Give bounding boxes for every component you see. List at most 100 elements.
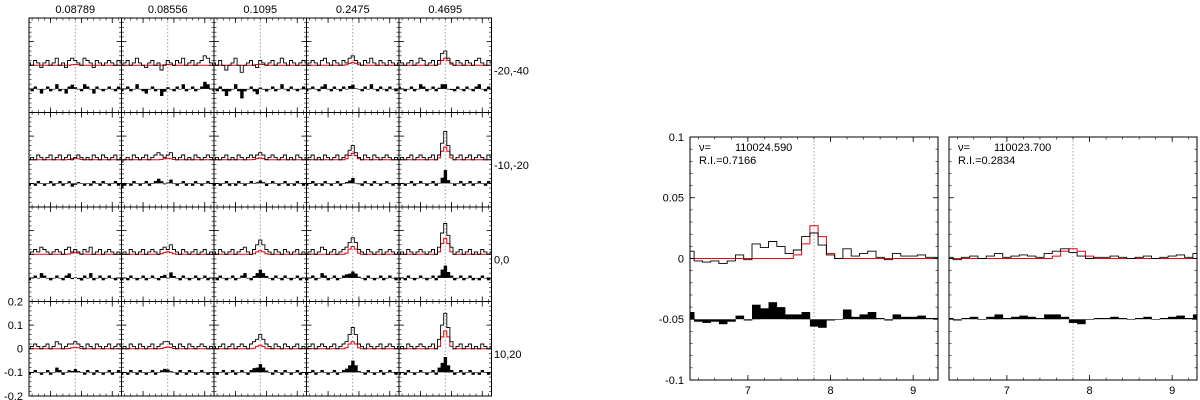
pair-panel-0-residual-bar: [793, 314, 802, 320]
grid-panel-2-3-residual-bar: [394, 277, 398, 281]
grid-panel-0-2-residual-bars: [214, 84, 307, 99]
grid-panel-1-4-residual-bar: [431, 181, 435, 184]
grid-panel-3-2-residual-bar: [271, 372, 275, 375]
grid-panel-0-4-residual-bar: [453, 88, 457, 92]
grid-panel-2-1-residual-bar: [206, 277, 210, 281]
grid-panel-3-4-residual-bar: [416, 372, 420, 373]
pair-panel-1-residual-bar: [1085, 319, 1094, 320]
grid-panel-3-3-residual-bar: [388, 370, 392, 373]
grid-panel-2-0-residual-bar: [73, 277, 78, 278]
grid-panel-1-3-residual-bar: [379, 183, 383, 186]
grid-panel-2-0-residual-bar: [49, 277, 53, 281]
grid-panel-0-4-residual-bar: [459, 88, 463, 90]
grid-panel-0-0-residual-bar: [49, 88, 53, 92]
grid-panel-3-1-residual-bar: [163, 368, 167, 373]
grid-panel-0-0-residual-bar: [64, 88, 68, 94]
grid-panel-2-1-residual-bar: [175, 277, 179, 279]
grid-panel-2-4-residual-bar: [434, 277, 438, 281]
grid-panel-2-2-residual-bar: [261, 273, 266, 278]
grid-panel-1-4-residual-bar: [409, 181, 414, 184]
grid-panel-0-0-residual-bar: [113, 88, 118, 92]
pair-panel-0-residual-bar: [826, 319, 835, 321]
grid-panel-2-0-residual-bar: [42, 275, 47, 278]
grid-panel-0-3-residual-bar: [357, 88, 361, 90]
grid-panel-1-4-residual-bar: [477, 181, 481, 184]
grid-panel-1-1-residual-bar: [212, 183, 214, 186]
grid-panel-1-3-residual-bar: [332, 183, 337, 184]
grid-panel-1-2-residual-bar: [231, 183, 235, 184]
column-label: 0.1095: [243, 4, 277, 16]
grid-panel-3-0-residual-bar: [101, 372, 105, 375]
pair-panel-0-residual-bar: [818, 319, 827, 328]
grid-panel-3-0-residual-bar: [36, 372, 41, 373]
grid-panel-2-1-residual-bar: [187, 277, 192, 281]
pair-panel-1-residual-bar: [1168, 316, 1177, 320]
grid-panel-1-1-residual-bar: [153, 181, 158, 184]
grid-panel-1-0-residual-bar: [83, 183, 87, 186]
grid-panel-3-3-residual-bar: [335, 372, 340, 375]
grid-panel-3-3-residual-bar: [306, 372, 309, 375]
grid-panel-3-0-residual-bar: [89, 372, 93, 373]
grid-panel-1-4-residual-bar: [459, 181, 463, 184]
grid-panel-3-1-residual-bar: [132, 372, 136, 373]
grid-panel-2-1-residual-bar: [126, 277, 130, 281]
grid-panel-3-4-residual-bar: [409, 372, 414, 373]
pair-panel-0-residual-bar: [925, 318, 935, 320]
grid-panel-1-3-residual-bar: [366, 183, 370, 184]
grid-panel-2-4-residual-bar: [440, 269, 444, 278]
grid-panel-0-2-residual-bar: [280, 84, 284, 89]
grid-panel-0-4-observed-line: [399, 50, 492, 66]
grid-panel-2-1-residual-bar: [138, 277, 142, 279]
pair-panel-1-residual-bar: [1011, 316, 1020, 320]
grid-panel-3-2-residual-bar: [240, 370, 244, 373]
grid-panel-1-0-residual-bar: [29, 183, 31, 186]
grid-panel-0-4-residual-bar: [443, 84, 448, 89]
grid-panel-2-4-residual-bar: [468, 275, 472, 278]
grid-panel-2-4-observed-line: [399, 223, 492, 255]
grid-panel-1-3-residual-bar: [329, 183, 333, 186]
grid-panel-0-3-residual-bar: [314, 88, 318, 90]
grid-panel-0-2-residual-bar: [237, 88, 241, 92]
grid-panel: [213, 17, 307, 113]
grid-panel-1-0-residual-bar: [104, 183, 108, 184]
grid-panel-3-4-observed-line: [399, 312, 492, 350]
grid-panel-1-2-residual-bar: [252, 183, 256, 184]
grid-panel-3-1-residual-bar: [178, 370, 182, 373]
pair-panel-0-ytick-label: 0: [678, 253, 684, 265]
grid-panel-3-3-residual-bar: [366, 370, 370, 373]
grid-panel-3-2-residual-bar: [292, 372, 296, 373]
grid-panel-2-3-residual-bar: [342, 275, 346, 278]
grid-panel-1-3-residual-bar: [335, 181, 340, 184]
grid-panel-3-4-residual-bar: [453, 372, 457, 375]
grid-panel-0-3-residual-bar: [338, 88, 343, 92]
grid-panel-0-1-residual-bar: [135, 84, 139, 89]
grid-panel-0-0-residual-bar: [42, 88, 47, 90]
grid-panel-0-1-residual-bar: [190, 86, 195, 89]
grid-panel-3-2-residual-bar: [258, 364, 263, 373]
grid-panel-0-3-residual-bar: [306, 88, 309, 92]
grid-panel-3-4-residual-bar: [412, 372, 417, 375]
pair-panel-0-residual-bar: [859, 314, 869, 320]
grid-panel-2-0-residual-bar: [120, 277, 122, 281]
grid-panel-2-3-residual-bar: [391, 277, 395, 279]
grid-panel-1-0-model-line: [29, 157, 122, 161]
grid-panel-0-1-residual-bar: [129, 88, 133, 92]
grid-panel-0-2-residual-bar: [295, 88, 300, 92]
grid-panel-0-3-residual-bar: [323, 84, 327, 89]
grid-panel-2-4-residual-bar: [462, 277, 466, 281]
grid-panel-0-3-residual-bar: [372, 88, 377, 90]
pair-panel-0-residual-bar: [727, 319, 736, 322]
grid-panel-2-1-residual-bar: [197, 277, 201, 281]
grid-panel-2-4-residual-bar: [459, 275, 463, 278]
grid-panel-2-3-residual-bar: [363, 277, 367, 281]
grid-panel-2-1-residual-bar: [212, 277, 214, 281]
grid-panel-1-0-residual-bar: [86, 183, 90, 184]
grid-panel: [121, 17, 215, 113]
grid-panel-0-2-plot-area: [214, 18, 307, 113]
pair-panel-0-residual-bar: [735, 315, 745, 320]
grid-panel-3-1-residual-bars: [121, 368, 214, 375]
pair-panel-0-residual-bar: [900, 316, 910, 320]
grid-panel-1-0-residual-bars: [29, 181, 122, 187]
grid-panel-3-0-residual-bar: [52, 372, 56, 373]
pair-panel-1-residual-bar: [1192, 314, 1197, 320]
